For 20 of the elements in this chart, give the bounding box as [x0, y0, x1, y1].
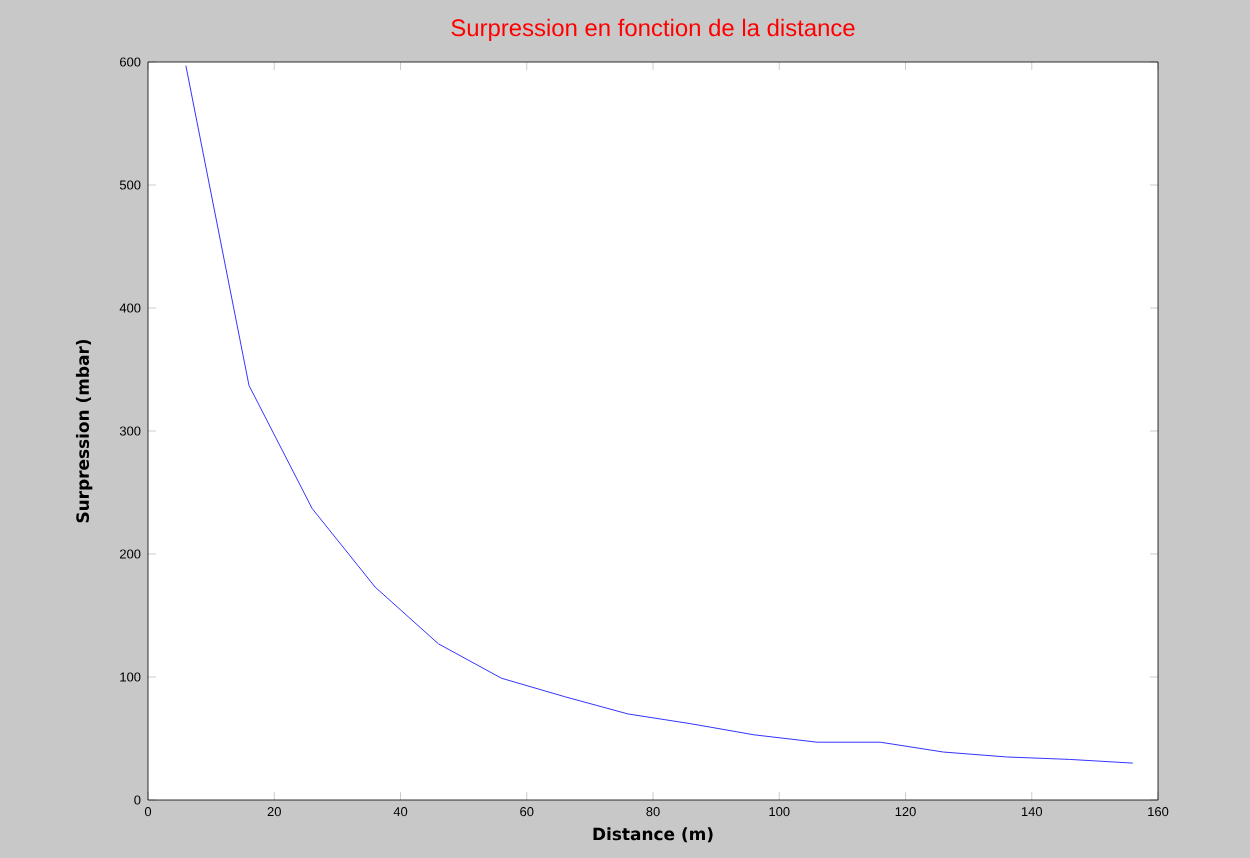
y-tick-label: 100	[120, 672, 141, 682]
x-tick-label: 140	[1021, 807, 1043, 817]
y-tick-label: 200	[120, 549, 141, 559]
y-axis-title: Surpression (mbar)	[75, 339, 93, 523]
x-tick-label: 20	[267, 807, 281, 817]
x-tick-label: 0	[144, 807, 152, 817]
line-series	[185, 65, 1134, 764]
x-axis-title: Distance (m)	[593, 827, 713, 843]
x-tick-label: 80	[646, 807, 660, 817]
y-tick-label: 300	[119, 426, 141, 436]
y-tick-label: 500	[119, 180, 141, 190]
y-tick-label: 600	[120, 57, 141, 67]
x-tick-label: 160	[1148, 807, 1169, 817]
y-tick-label: 0	[134, 795, 141, 805]
x-tick-label: 120	[895, 807, 916, 817]
x-tick-label: 100	[769, 807, 790, 817]
y-tick-label: 400	[119, 303, 141, 313]
chart-title: Surpression en fonction de la distance	[451, 18, 855, 42]
x-tick-label: 60	[520, 807, 534, 817]
x-tick-label: 40	[393, 807, 408, 817]
